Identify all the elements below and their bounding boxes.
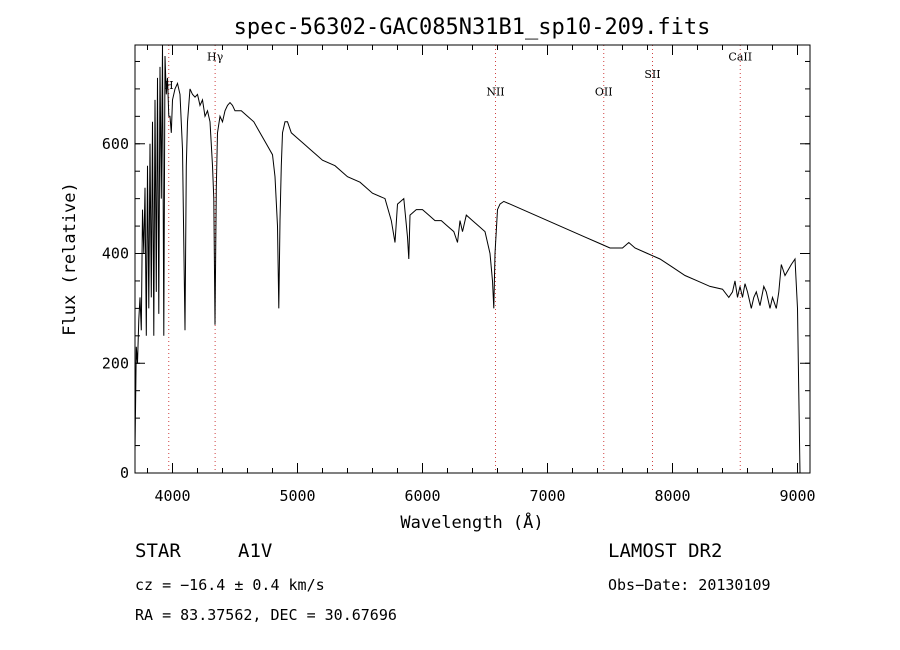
- x-tick-label: 5000: [279, 487, 315, 505]
- x-tick-label: 9000: [779, 487, 815, 505]
- spectral-subclass: A1V: [238, 540, 272, 562]
- y-tick-label: 600: [102, 135, 129, 153]
- spectral-line-label: CaII: [728, 50, 752, 63]
- x-tick-label: 8000: [654, 487, 690, 505]
- spectral-line-label: Hγ: [207, 50, 224, 63]
- chart-title: spec-56302-GAC085N31B1_sp10-209.fits: [234, 15, 711, 40]
- redshift-cz: cz = −16.4 ± 0.4 km/s: [135, 576, 325, 594]
- x-tick-label: 6000: [404, 487, 440, 505]
- survey-name: LAMOST DR2: [608, 540, 722, 562]
- spectral-line-label: OII: [595, 85, 613, 98]
- spectral-line-label: NII: [486, 85, 504, 98]
- axis-ticks: 4000 5000 6000 7000 8000 9000 0 200 400 600: [102, 45, 816, 505]
- coordinates: RA = 83.37562, DEC = 30.67696: [135, 606, 397, 624]
- x-tick-label: 4000: [154, 487, 190, 505]
- plot-frame: [134, 44, 811, 474]
- y-axis-label: Flux (relative): [60, 182, 80, 336]
- spectral-line-label: SII: [644, 68, 660, 81]
- spectral-line-markers: H Hγ NII OII SII CaII: [164, 45, 752, 473]
- y-tick-label: 400: [102, 245, 129, 263]
- object-class: STAR: [135, 540, 181, 562]
- obs-date: Obs−Date: 20130109: [608, 576, 771, 594]
- spectrum-series-line: [134, 44, 801, 474]
- spectral-line-label: H: [164, 79, 174, 92]
- y-tick-label: 0: [120, 464, 129, 482]
- x-axis-label: Wavelength (Å): [400, 511, 543, 533]
- x-tick-label: 7000: [529, 487, 565, 505]
- y-tick-label: 200: [102, 354, 129, 372]
